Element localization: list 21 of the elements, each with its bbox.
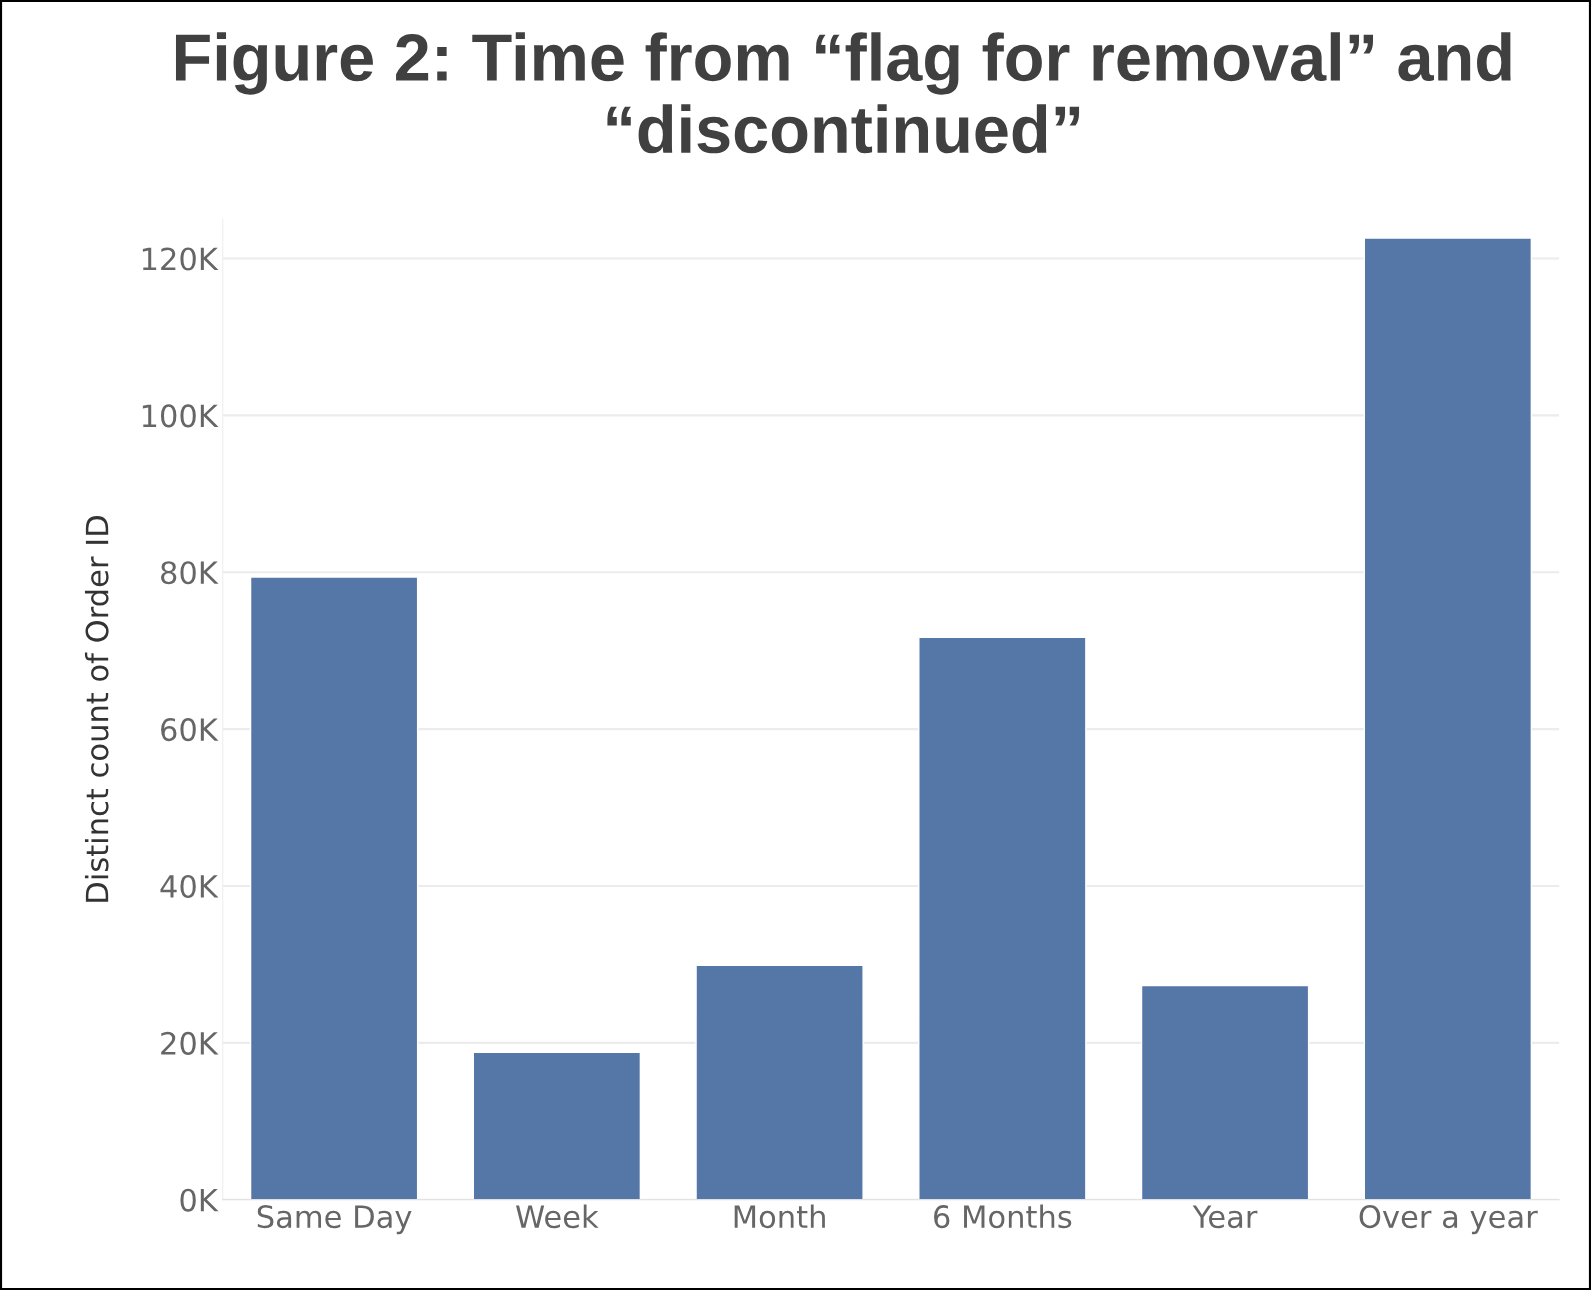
y-tick-label: 120K: [142, 247, 219, 271]
x-tick-label: Same Day: [257, 1205, 412, 1235]
x-tick-label: Month: [734, 1204, 825, 1229]
y-tick-label: 40K: [160, 874, 219, 899]
y-tick-label: 100K: [142, 404, 219, 428]
chart-title: Figure 2: Time from “flag for removal” and “discontinued”: [175, 32, 1511, 154]
bar: [249, 576, 419, 1200]
bar: [695, 964, 864, 1200]
bar: [918, 636, 1087, 1200]
y-tick-label: 80K: [161, 561, 219, 585]
x-tick-label: Over a year: [1359, 1205, 1538, 1235]
y-axis-title: Distinct count of Order ID: [84, 516, 109, 902]
x-tick-label: 6 Months: [934, 1204, 1072, 1229]
bar: [1363, 237, 1533, 1200]
x-tick-label: Year: [1192, 1205, 1258, 1229]
bar: [472, 1051, 642, 1200]
y-tick-label: 60K: [161, 718, 219, 742]
bar: [1140, 984, 1310, 1200]
y-tick-label: 0K: [180, 1188, 219, 1212]
y-tick-label: 20K: [161, 1031, 219, 1055]
x-tick-label: Week: [516, 1204, 599, 1229]
